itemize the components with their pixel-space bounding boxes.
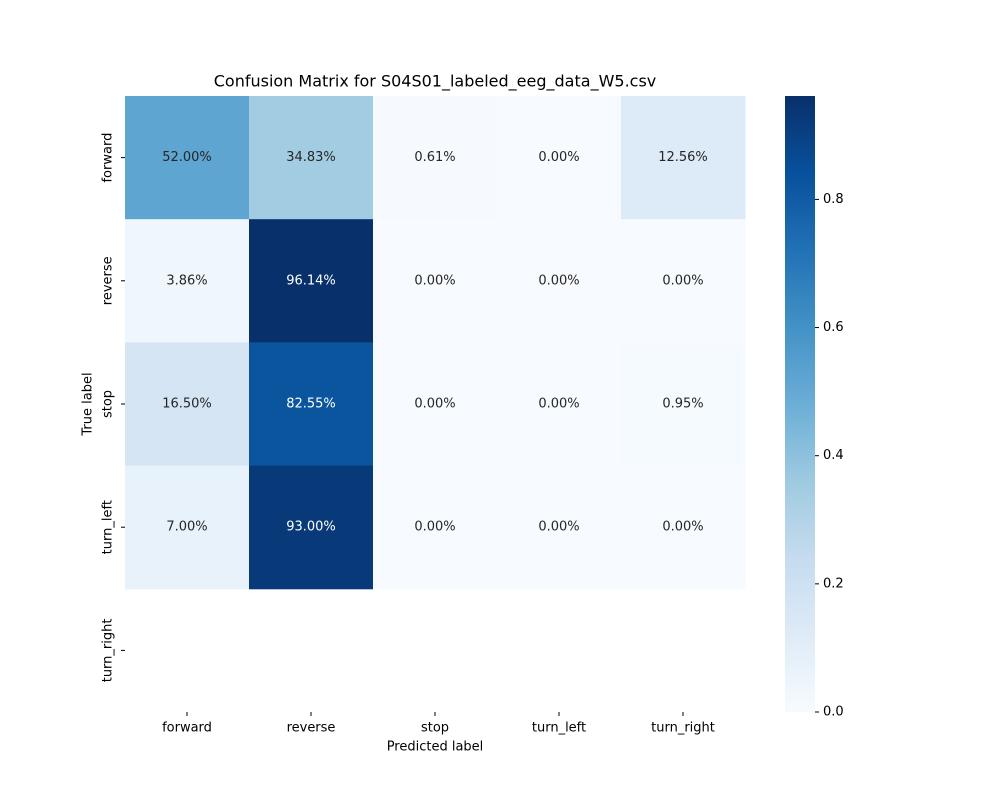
cell-label: 34.83%: [286, 150, 336, 165]
colorbar-tick-label: 0.6: [823, 320, 844, 335]
cell-label: 52.00%: [162, 150, 212, 165]
y-axis-label: True label: [81, 372, 96, 436]
y-tick-label: reverse: [101, 256, 116, 305]
heatmap-cell: [621, 342, 746, 467]
cell-label: 0.00%: [538, 397, 579, 412]
cell-label: 0.00%: [414, 273, 455, 288]
heatmap-cell: [497, 465, 622, 590]
cell-label: 3.86%: [166, 273, 207, 288]
colorbar-tick-label: 0.8: [823, 192, 844, 207]
heatmap-cell: [373, 342, 498, 467]
cell-label: 0.61%: [414, 150, 455, 165]
colorbar-tick-label: 0.4: [823, 448, 844, 463]
cell-label: 0.95%: [662, 397, 703, 412]
x-tick-label: forward: [162, 721, 212, 736]
heatmap-cell: [125, 96, 250, 220]
heatmap-cell: [497, 96, 622, 220]
x-axis-label: Predicted label: [387, 740, 484, 755]
heatmap-cell: [125, 219, 250, 343]
colorbar-tick-label: 0.2: [823, 576, 844, 591]
cell-label: 82.55%: [286, 397, 336, 412]
heatmap-cell: [125, 465, 250, 590]
heatmap-cell: [373, 219, 498, 343]
x-tick-label: turn_right: [651, 721, 715, 736]
cell-label: 0.00%: [662, 520, 703, 535]
heatmap-cell: [249, 96, 374, 220]
y-tick-label: stop: [101, 390, 116, 418]
y-tick-label: turn_right: [101, 619, 116, 683]
cell-label: 93.00%: [286, 520, 336, 535]
heatmap-cell: [497, 219, 622, 343]
cell-label: 96.14%: [286, 273, 336, 288]
cell-label: 0.00%: [538, 520, 579, 535]
cell-label: 12.56%: [658, 150, 708, 165]
cell-label: 0.00%: [538, 273, 579, 288]
heatmap-cell: [373, 465, 498, 590]
heatmap-cell: [125, 342, 250, 467]
y-tick-label: turn_left: [101, 500, 116, 554]
colorbar: [785, 96, 815, 712]
cell-label: 0.00%: [414, 520, 455, 535]
heatmap-cell: [373, 96, 498, 220]
cell-label: 0.00%: [662, 273, 703, 288]
colorbar-tick-label: 0.0: [823, 705, 844, 720]
heatmap-cell: [621, 219, 746, 343]
heatmap-cell: [621, 96, 746, 220]
cell-label: 7.00%: [166, 520, 207, 535]
x-tick-label: reverse: [287, 721, 336, 736]
y-tick-label: forward: [101, 133, 116, 183]
heatmap-cell: [621, 465, 746, 590]
heatmap-cell: [249, 342, 374, 467]
cell-label: 0.00%: [538, 150, 579, 165]
heatmap-cell: [249, 465, 374, 590]
x-tick-label: stop: [421, 721, 449, 736]
cell-label: 0.00%: [414, 397, 455, 412]
heatmap-cell: [497, 342, 622, 467]
x-tick-label: turn_left: [532, 721, 586, 736]
heatmap-cell: [249, 219, 374, 343]
cell-label: 16.50%: [162, 397, 212, 412]
chart-title: Confusion Matrix for S04S01_labeled_eeg_…: [214, 72, 657, 92]
